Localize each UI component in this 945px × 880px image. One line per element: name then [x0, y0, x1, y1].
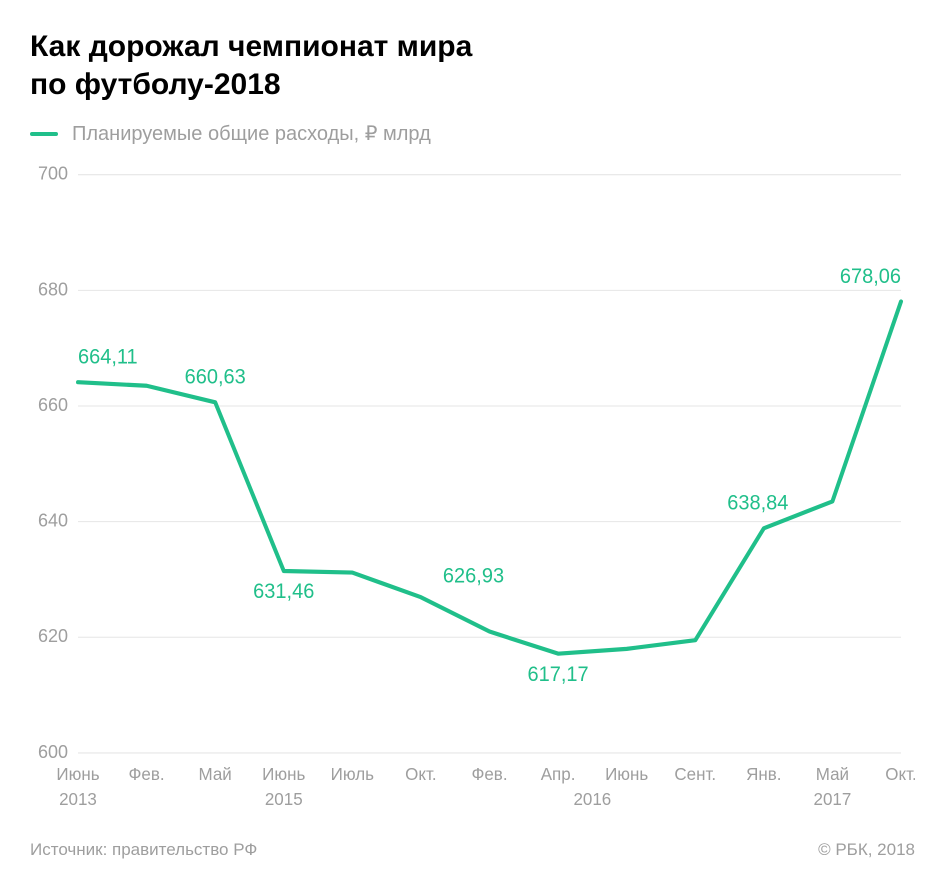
- copyright-text: © РБК, 2018: [818, 840, 915, 860]
- x-month-label: Окт.: [885, 764, 915, 784]
- x-year-label: 2015: [265, 789, 303, 809]
- y-tick-label: 660: [38, 394, 68, 415]
- data-point-label: 626,93: [443, 564, 504, 587]
- chart-plot-area: 600 620 640 660 680 700 Июнь Фев. Май Июнь Июль Окт…: [30, 158, 915, 826]
- series-line: [78, 302, 901, 654]
- source-text: Источник: правительство РФ: [30, 840, 257, 860]
- x-month-label: Май: [816, 764, 849, 784]
- y-tick-label: 600: [38, 741, 68, 762]
- title-line-2: по футболу-2018: [30, 68, 281, 101]
- data-point-label: 638,84: [727, 491, 788, 514]
- x-month-label: Июнь: [56, 764, 99, 784]
- x-month-label: Апр.: [541, 764, 576, 784]
- data-point-label: 664,11: [78, 345, 138, 368]
- x-year-label: 2013: [59, 789, 97, 809]
- x-month-label: Июнь: [605, 764, 648, 784]
- x-month-label: Фев.: [129, 764, 165, 784]
- legend-label: Планируемые общие расходы, ₽ млрд: [72, 121, 431, 146]
- x-month-label: Окт.: [405, 764, 436, 784]
- x-month-label: Июль: [331, 764, 374, 784]
- x-month-label: Май: [199, 764, 232, 784]
- line-chart-svg: 600 620 640 660 680 700 Июнь Фев. Май Июнь Июль Окт…: [30, 158, 915, 826]
- x-month-label: Фев.: [471, 764, 507, 784]
- data-point-label: 660,63: [185, 365, 246, 388]
- legend: Планируемые общие расходы, ₽ млрд: [30, 121, 915, 146]
- y-tick-label: 620: [38, 625, 68, 646]
- x-month-label: Июнь: [262, 764, 305, 784]
- x-year-label: 2016: [573, 789, 611, 809]
- data-point-label: 631,46: [253, 580, 314, 603]
- legend-swatch: [30, 132, 58, 136]
- y-tick-label: 640: [38, 509, 68, 530]
- chart-container: Как дорожал чемпионат мира по футболу-20…: [0, 0, 945, 880]
- y-tick-label: 680: [38, 278, 68, 299]
- data-point-label: 678,06: [840, 264, 901, 287]
- y-tick-label: 700: [38, 162, 68, 183]
- x-year-label: 2017: [814, 789, 852, 809]
- title-line-1: Как дорожал чемпионат мира: [30, 30, 472, 63]
- chart-title: Как дорожал чемпионат мира по футболу-20…: [30, 28, 915, 103]
- x-month-label: Янв.: [746, 764, 781, 784]
- x-month-label: Сент.: [674, 764, 716, 784]
- data-point-label: 617,17: [528, 662, 589, 685]
- chart-footer: Источник: правительство РФ © РБК, 2018: [30, 826, 915, 860]
